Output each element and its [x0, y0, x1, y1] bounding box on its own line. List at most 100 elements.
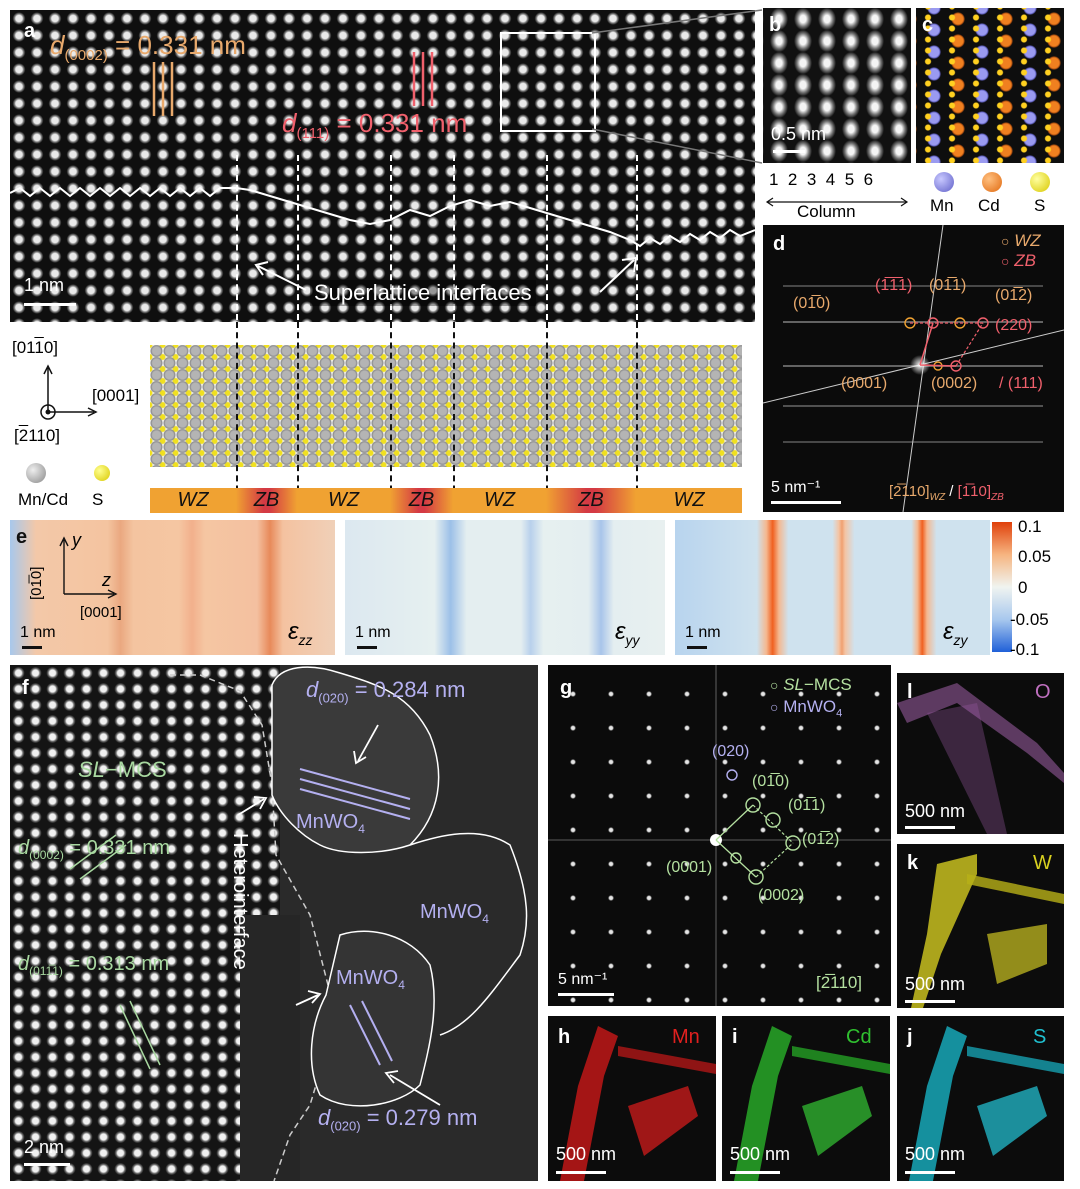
panel-a-hrstem-image: d(0002) = 0.331 nm d(111) = 0.331 nm Sup… [10, 10, 755, 322]
stack-wz-4: WZ [636, 488, 742, 513]
e-axis-y-dir: [01̅0] [28, 566, 45, 600]
scale-bar [24, 303, 76, 306]
e-scale-label-2: 1 nm [355, 624, 391, 641]
f-scale-bar [24, 1163, 70, 1166]
panel-l-o-map: l O 500 nm [897, 673, 1064, 834]
stack-wz-2: WZ [297, 488, 390, 513]
d-spot-111: (1̅1̅1) [875, 277, 913, 294]
e-axes [59, 536, 118, 599]
model-dashed-line-5 [546, 322, 548, 512]
k-element-label: W [1033, 852, 1052, 874]
model-dashed-line-6 [636, 322, 638, 512]
strain-map-zy: 1 nm εzy [675, 520, 990, 655]
model-dashed-line-4 [453, 322, 455, 512]
d-scale-label: 5 nm⁻¹ [771, 479, 821, 496]
strain-map-yy: 1 nm εyy [345, 520, 665, 655]
s-atom-icon [94, 465, 110, 481]
interface-dashed-line-4 [453, 155, 455, 320]
d-fft-pattern [763, 225, 1064, 512]
k-scale-bar [905, 1000, 955, 1003]
j-scale-label: 500 nm [905, 1144, 966, 1164]
d-scale-bar [771, 501, 841, 504]
stacking-bar: WZ ZB WZ ZB WZ ZB WZ [150, 488, 742, 513]
d-spot-0001: (0001) [841, 375, 888, 392]
e-axis-z: z [102, 570, 111, 590]
d-zb-marker-lines [412, 52, 434, 106]
colorbar-tick-2: 0.05 [1018, 547, 1052, 566]
j-element-label: S [1033, 1026, 1047, 1048]
d-spot-0002: (0002) [931, 375, 978, 392]
stack-wz-1: WZ [150, 488, 236, 513]
panel-label-l: l [907, 681, 913, 703]
axis-arrows [40, 364, 98, 420]
panel-i-cd-map: i Cd 500 nm [722, 1016, 890, 1181]
colorbar-tick-4: -0.05 [1010, 610, 1049, 629]
mncd-atom-icon [26, 463, 46, 483]
g-scale-bar [558, 993, 614, 996]
e-map-label-zy: εzy [943, 618, 968, 648]
interface-dashed-line-5 [546, 155, 548, 320]
panel-label-f: f [22, 677, 29, 699]
h-scale-bar [556, 1171, 606, 1174]
e-map-label-zz: εzz [288, 618, 313, 648]
c-legend: Mn Cd S [916, 168, 1066, 223]
atomic-model [150, 345, 742, 467]
i-cd-map-shape [734, 1026, 890, 1181]
l-o-map-shape [897, 683, 1064, 834]
l-scale-bar [905, 826, 955, 829]
i-scale-label: 500 nm [730, 1144, 791, 1164]
e-scale-bar-1 [22, 646, 42, 649]
g-spot-01-12: (01̅2) [802, 831, 840, 848]
mn-label: Mn [930, 196, 954, 215]
g-zone-axis: [2̅110] [816, 973, 863, 992]
model-dashed-line-2 [297, 322, 299, 512]
interface-dashed-line-6 [636, 155, 638, 320]
f-heterointerface-label: Heterointerface [229, 833, 251, 970]
d-spot-111b: / (111) [999, 375, 1043, 392]
j-s-map-shape [909, 1026, 1064, 1181]
model-dashed-line-1 [236, 322, 238, 512]
panel-g-fft: g ○ SL−MCS ○ MnWO4 (020) (01̅0) (01̅1) (… [548, 665, 891, 1006]
e-axis-y: y [72, 530, 81, 550]
e-scale-bar-2 [357, 646, 377, 649]
e-axis-z-dir: [0001] [80, 604, 122, 621]
axis-view-label: [2110] [14, 426, 61, 445]
g-spot-0001: (0001) [666, 859, 713, 876]
g-scale-label: 5 nm⁻¹ [558, 971, 608, 988]
panel-h-mn-map: h Mn 500 nm [548, 1016, 716, 1181]
scale-bar-label: 1 nm [24, 275, 65, 295]
g-spot-0002: (0002) [758, 887, 805, 904]
zoom-box [500, 32, 596, 132]
d-zb-annotation: d(111) = 0.331 nm [282, 108, 468, 143]
stack-zb-2: ZB [390, 488, 453, 513]
d-wz-marker-lines [152, 62, 174, 116]
column-numbers: 1 2 3 4 5 6 [769, 170, 874, 189]
f-scale-label: 2 nm [24, 1137, 65, 1157]
interface-dashed-line-1 [236, 155, 238, 320]
panel-label-a: a [24, 20, 36, 42]
colorbar-tick-3: 0 [1018, 578, 1028, 597]
d-spot-220: (220) [995, 317, 1033, 334]
s-atom-label: S [92, 490, 104, 509]
strain-map-zz: e y z [01̅0] [0001] 1 nm εzz [10, 520, 335, 655]
d-spot-01-12: (01̅2) [995, 287, 1033, 304]
interfaces-arrows [254, 256, 638, 293]
column-label: Column [797, 202, 856, 221]
stack-zb-3: ZB [546, 488, 636, 513]
axis-diagram: [0110] [0001] [2110] Mn/Cd S [10, 330, 150, 520]
k-w-map-shape [911, 854, 1064, 1008]
h-mn-map-shape [560, 1026, 716, 1181]
d-spot-01-11: (01̅1) [929, 277, 967, 294]
panel-j-s-map: j S 500 nm [897, 1016, 1064, 1181]
interface-dashed-line-3 [390, 155, 392, 320]
panel-label-j: j [907, 1026, 913, 1048]
panel-label-d: d [773, 233, 786, 255]
panel-label-h: h [558, 1026, 571, 1048]
e-scale-bar-3 [687, 646, 707, 649]
panel-d-fft: d ○ WZ ○ ZB (01̅0) (1̅1̅1) (01̅1) (01̅2)… [763, 225, 1064, 512]
colorbar [992, 522, 1012, 652]
g-spot-01-10: (01̅0) [752, 773, 790, 790]
mnwo4-region-lower [240, 915, 300, 1181]
i-element-label: Cd [846, 1026, 872, 1048]
j-scale-bar [905, 1171, 955, 1174]
